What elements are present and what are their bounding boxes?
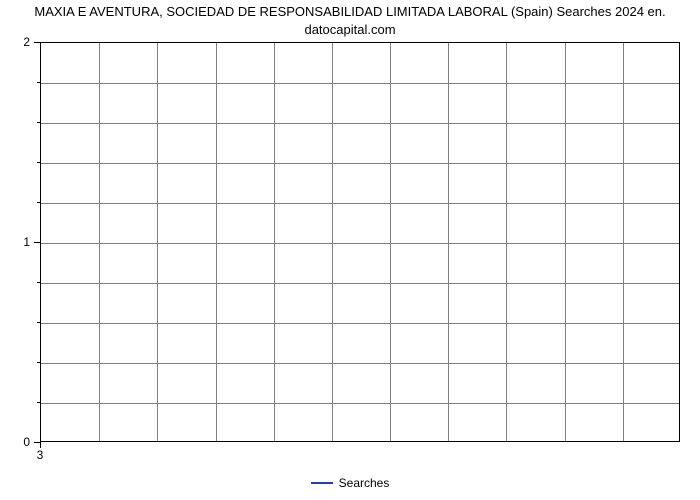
gridline-horizontal <box>41 403 679 404</box>
y-minor-tick-mark <box>37 322 40 323</box>
x-tick-mark <box>40 442 41 448</box>
gridline-vertical <box>390 43 391 441</box>
y-tick-mark <box>34 42 40 43</box>
gridline-vertical <box>565 43 566 441</box>
legend: Searches <box>0 476 700 490</box>
y-minor-tick-mark <box>37 282 40 283</box>
y-minor-tick-mark <box>37 162 40 163</box>
chart-title-line1: MAXIA E AVENTURA, SOCIEDAD DE RESPONSABI… <box>0 4 700 19</box>
chart-container: MAXIA E AVENTURA, SOCIEDAD DE RESPONSABI… <box>0 0 700 500</box>
gridline-horizontal <box>41 163 679 164</box>
gridline-horizontal <box>41 283 679 284</box>
x-tick-label: 3 <box>30 448 50 462</box>
plot-area <box>40 42 680 442</box>
gridline-vertical <box>274 43 275 441</box>
y-tick-label: 0 <box>23 435 30 449</box>
y-tick-label: 2 <box>23 35 30 49</box>
y-minor-tick-mark <box>37 202 40 203</box>
y-minor-tick-mark <box>37 82 40 83</box>
gridline-vertical <box>332 43 333 441</box>
gridline-horizontal <box>41 83 679 84</box>
gridline-vertical <box>99 43 100 441</box>
gridline-horizontal <box>41 363 679 364</box>
y-minor-tick-mark <box>37 362 40 363</box>
gridline-vertical <box>506 43 507 441</box>
gridline-horizontal <box>41 203 679 204</box>
gridline-vertical <box>216 43 217 441</box>
gridline-vertical <box>157 43 158 441</box>
y-tick-mark <box>34 242 40 243</box>
legend-label: Searches <box>339 476 390 490</box>
y-minor-tick-mark <box>37 122 40 123</box>
y-tick-label: 1 <box>23 235 30 249</box>
gridline-vertical <box>623 43 624 441</box>
chart-title-line2: datocapital.com <box>0 22 700 37</box>
gridline-horizontal <box>41 323 679 324</box>
legend-swatch <box>311 482 333 484</box>
gridline-vertical <box>448 43 449 441</box>
gridline-horizontal <box>41 243 679 244</box>
gridline-horizontal <box>41 123 679 124</box>
y-minor-tick-mark <box>37 402 40 403</box>
